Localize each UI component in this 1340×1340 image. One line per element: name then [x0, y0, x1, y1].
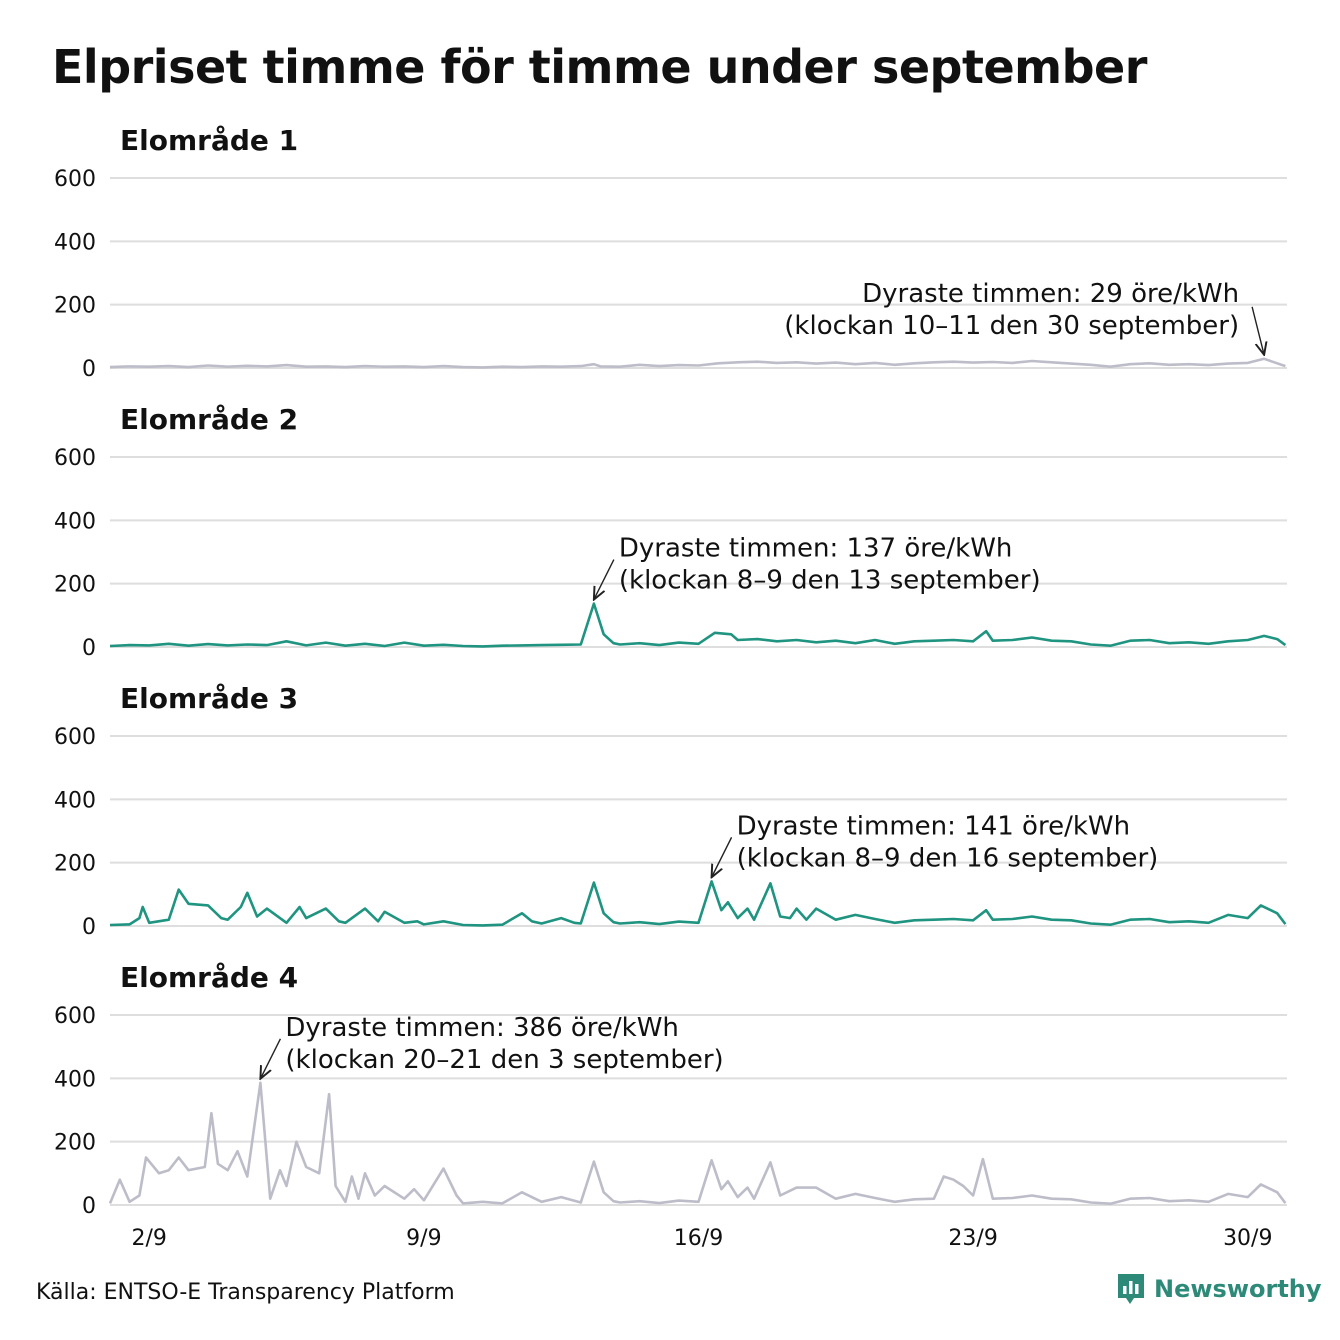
- y-tick-label: 200: [54, 294, 96, 319]
- brand-name: Newsworthy: [1154, 1275, 1322, 1303]
- y-tick-label: 600: [54, 167, 96, 192]
- annotation-text-1: (klockan 10–11 den 30 september): [784, 311, 1239, 341]
- y-tick-label: 0: [82, 1194, 96, 1219]
- newsworthy-logo-icon: [1118, 1274, 1144, 1304]
- annotation-text-4: (klockan 20–21 den 3 september): [285, 1045, 723, 1075]
- annotation-text-4: Dyraste timmen: 386 öre/kWh: [285, 1013, 679, 1043]
- y-tick-label: 0: [82, 357, 96, 382]
- y-tick-label: 400: [54, 1067, 96, 1092]
- x-tick-label: 16/9: [674, 1226, 723, 1251]
- annotation-arrow-4: [260, 1038, 282, 1079]
- panel-title-1: Elområde 1: [120, 124, 298, 157]
- y-tick-label: 600: [54, 725, 96, 750]
- annotation-text-3: Dyraste timmen: 141 öre/kWh: [737, 811, 1131, 841]
- x-tick-label: 23/9: [948, 1226, 997, 1251]
- source-note: Källa: ENTSO-E Transparency Platform: [36, 1280, 455, 1305]
- page-title: Elpriset timme för timme under september: [52, 40, 1147, 94]
- annotation-text-2: (klockan 8–9 den 13 september): [619, 566, 1041, 596]
- panel-title-3: Elområde 3: [120, 682, 298, 715]
- series-line-1: [109, 357, 1286, 369]
- y-tick-label: 0: [82, 915, 96, 940]
- y-tick-label: 600: [54, 1004, 96, 1029]
- y-tick-label: 400: [54, 788, 96, 813]
- annotation-text-3: (klockan 8–9 den 16 september): [737, 843, 1159, 873]
- annotation-arrow-1: [1251, 306, 1264, 355]
- y-tick-label: 200: [54, 573, 96, 598]
- y-tick-label: 400: [54, 230, 96, 255]
- annotation-arrow-3: [712, 837, 733, 877]
- annotation-text-1: Dyraste timmen: 29 öre/kWh: [862, 279, 1239, 309]
- brand-logo: Newsworthy: [1116, 1272, 1322, 1306]
- series-line-3: [109, 880, 1287, 927]
- annotation-text-2: Dyraste timmen: 137 öre/kWh: [619, 534, 1013, 564]
- y-tick-label: 200: [54, 1131, 96, 1156]
- series-line-4: [108, 1081, 1287, 1205]
- panel-title-4: Elområde 4: [120, 961, 298, 994]
- x-tick-label: 2/9: [132, 1226, 167, 1251]
- y-tick-label: 400: [54, 509, 96, 534]
- annotation-arrow-2: [594, 559, 615, 600]
- x-tick-label: 9/9: [406, 1226, 441, 1251]
- y-tick-label: 200: [54, 852, 96, 877]
- series-line-2: [109, 602, 1287, 648]
- y-tick-label: 0: [82, 636, 96, 661]
- y-tick-label: 600: [54, 446, 96, 471]
- panel-title-2: Elområde 2: [120, 403, 298, 436]
- x-tick-label: 30/9: [1223, 1226, 1272, 1251]
